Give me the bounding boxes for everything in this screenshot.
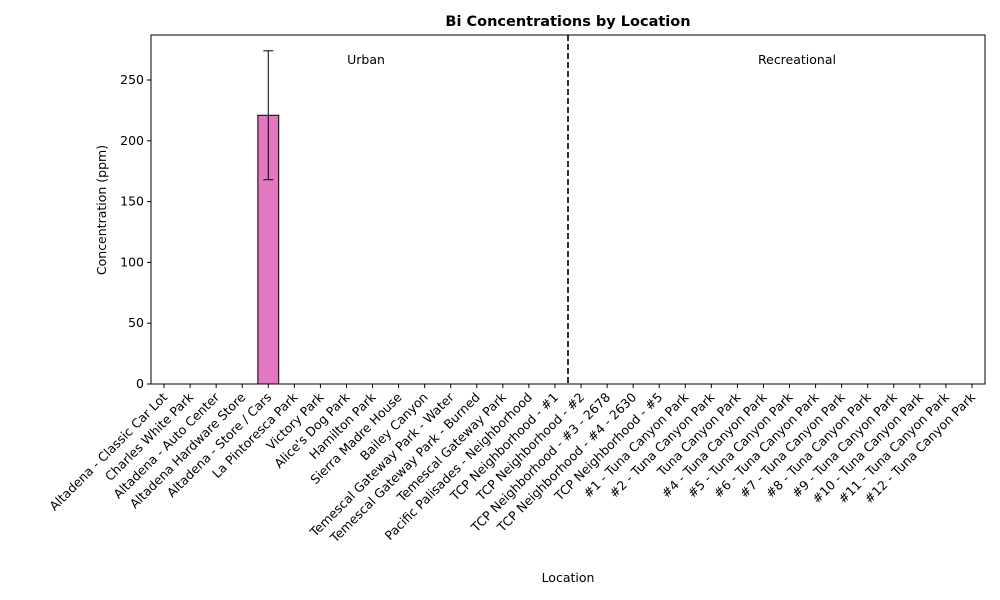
x-tick-label: Altadena - Auto Center	[110, 389, 223, 502]
y-tick-label: 0	[136, 376, 144, 391]
y-tick-label: 250	[120, 72, 144, 87]
chart-title: Bi Concentrations by Location	[445, 14, 690, 30]
x-axis-label: Location	[542, 570, 595, 585]
y-tick-label: 150	[120, 194, 144, 209]
annotation-recreational: Recreational	[758, 52, 836, 67]
y-tick-label: 50	[128, 315, 144, 330]
plot-frame	[150, 34, 986, 385]
y-tick-label: 100	[120, 254, 144, 269]
y-axis-label: Concentration (ppm)	[94, 145, 109, 275]
y-tick-label: 200	[120, 133, 144, 148]
annotation-urban: Urban	[347, 52, 385, 67]
